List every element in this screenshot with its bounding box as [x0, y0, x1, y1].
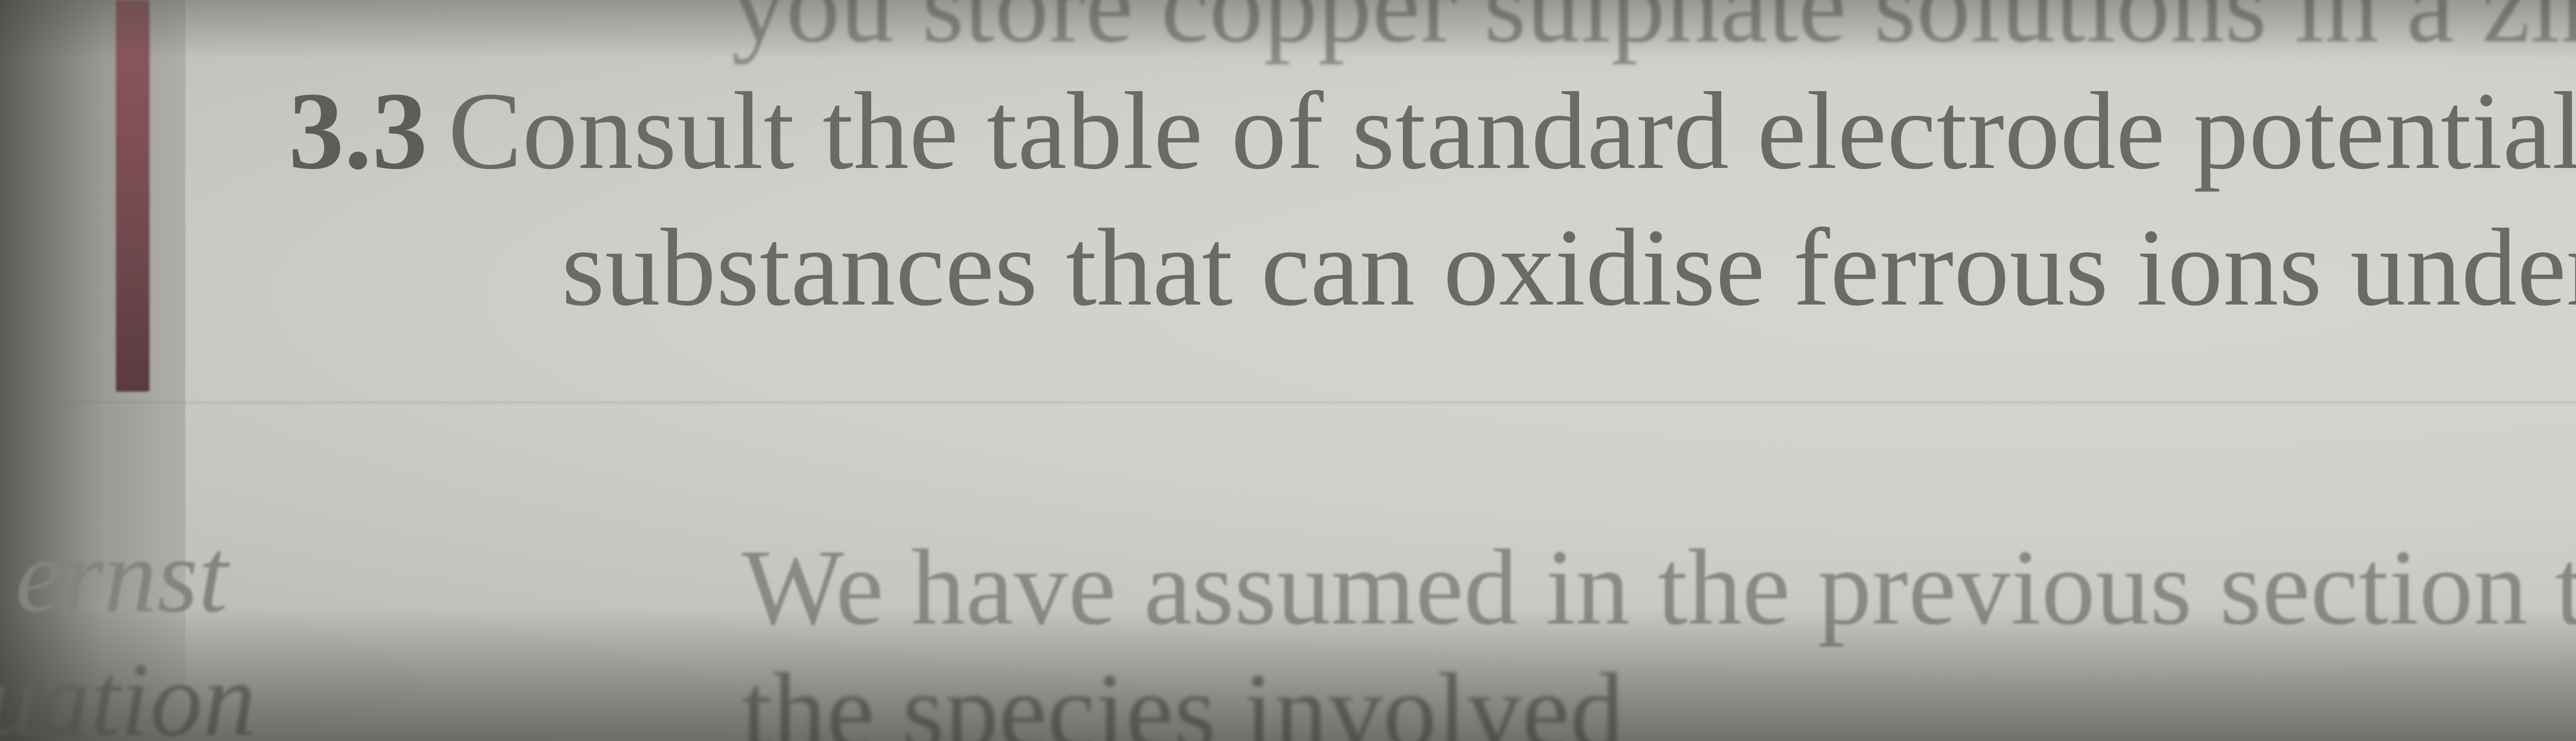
paragraph-line-1: We have assumed in the previous section …: [742, 526, 2576, 650]
question-line-2: substances that can oxidise ferrous ions…: [562, 204, 2576, 331]
paragraph-line-2: the species involved: [742, 649, 1624, 741]
left-accent-stripe: [116, 0, 149, 392]
question-line-1-body: Consult the table of standard electrode …: [448, 69, 2576, 192]
section-divider: [0, 402, 2576, 403]
question-line-1: 3.3 Consult the table of standard electr…: [289, 67, 2576, 195]
question-number: 3.3: [289, 69, 428, 192]
cut-top-line: you store copper sulphate solutions in a…: [732, 0, 2576, 68]
side-heading-line-1: ernst: [15, 515, 228, 637]
side-heading-line-2: uation: [0, 639, 256, 741]
paragraph-line-1-main: We have assumed in the previous section …: [742, 528, 2576, 647]
